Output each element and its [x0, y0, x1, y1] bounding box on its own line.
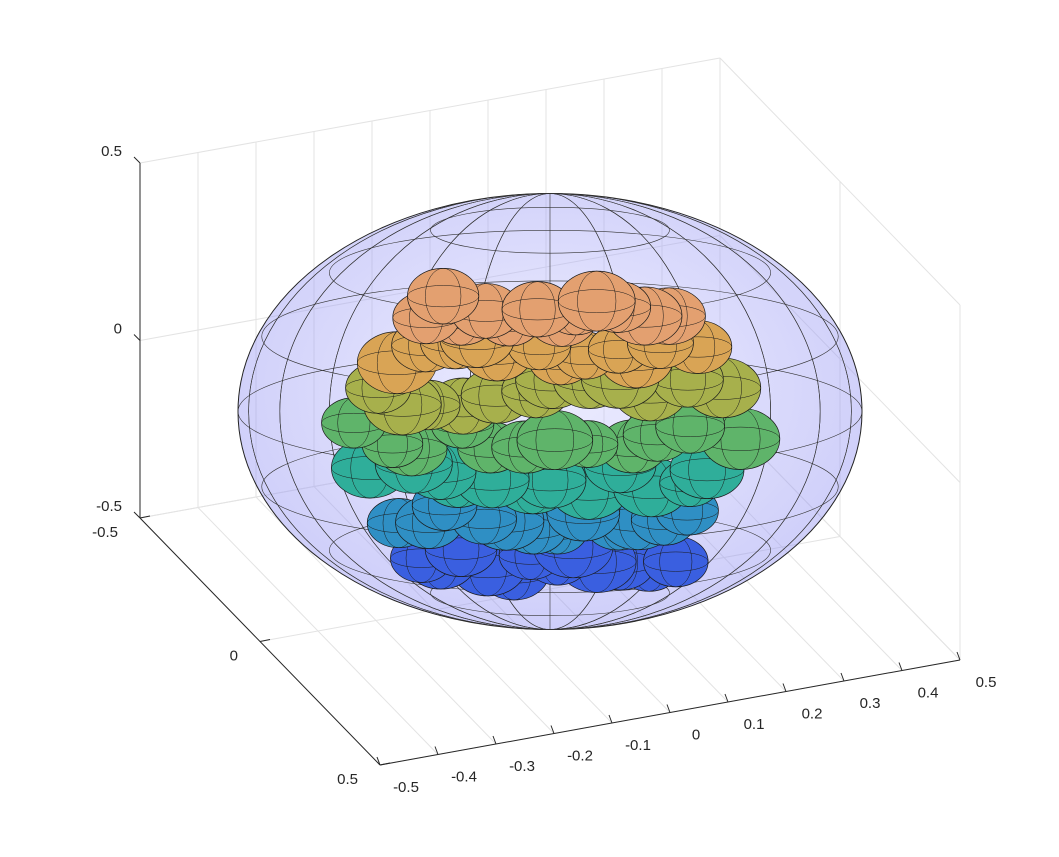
- x-tick: [492, 735, 497, 745]
- x-tick: [608, 714, 613, 724]
- x-tick: [666, 704, 671, 713]
- x-tick-label: 0: [692, 726, 700, 743]
- spheroid-mesh: [577, 270, 617, 332]
- x-tick: [840, 672, 845, 682]
- x-tick: [376, 756, 381, 766]
- spheroid-mesh: [519, 281, 556, 338]
- surfaces: [237, 193, 863, 630]
- x-tick-label: -0.1: [625, 737, 651, 754]
- y-tick: [259, 639, 271, 642]
- z-tick-label: 0.5: [101, 143, 122, 160]
- x-tick-label: 0.1: [744, 716, 765, 733]
- spheroid-mesh: [407, 285, 480, 308]
- spheroid-mesh: [655, 415, 725, 437]
- y-tick-label: -0.5: [92, 524, 118, 541]
- spheroid-mesh: [643, 551, 709, 572]
- x-tick-label: 0.4: [918, 684, 939, 701]
- x-tick: [724, 693, 729, 703]
- z-tick: [133, 511, 141, 519]
- x-tick: [550, 725, 555, 734]
- x-tick: [434, 746, 439, 755]
- z-tick-label: 0: [114, 320, 122, 337]
- z-tick-label: -0.5: [96, 498, 122, 515]
- shell-mesh: [430, 206, 670, 254]
- y-tick: [139, 515, 151, 519]
- x-tick-label: -0.2: [567, 747, 593, 764]
- x-tick-label: 0.2: [802, 705, 823, 722]
- x-tick: [782, 683, 787, 692]
- y-tick-label: 0.5: [337, 771, 358, 788]
- z-tick: [133, 334, 141, 341]
- spheroid: [407, 267, 480, 325]
- spheroid-mesh: [516, 428, 593, 452]
- z-tick: [133, 156, 141, 164]
- x-tick: [956, 651, 961, 661]
- x-tick-label: 0.5: [976, 674, 997, 691]
- spheroid-mesh: [425, 268, 462, 325]
- grid-line: [139, 57, 721, 164]
- spheroid-mesh: [669, 458, 745, 482]
- x-tick-label: -0.3: [509, 758, 535, 775]
- x-tick: [898, 662, 903, 671]
- axes: -0.5 -0.4 -0.3 -0.2 -0.1 0 0.1 0.2 0.3 0.4 0.5 -0.5…: [92, 143, 996, 796]
- spheroid: [516, 410, 594, 471]
- shell-mesh: [248, 193, 852, 630]
- x-tick-label: -0.5: [393, 779, 419, 796]
- x-tick-label: 0.3: [860, 695, 881, 712]
- spheroid-mesh: [557, 289, 636, 313]
- y-tick: [379, 762, 391, 766]
- grid-line: [719, 57, 961, 306]
- spheroid: [557, 270, 636, 332]
- y-tick-label: 0: [230, 647, 238, 664]
- x-tick-label: -0.4: [451, 768, 477, 785]
